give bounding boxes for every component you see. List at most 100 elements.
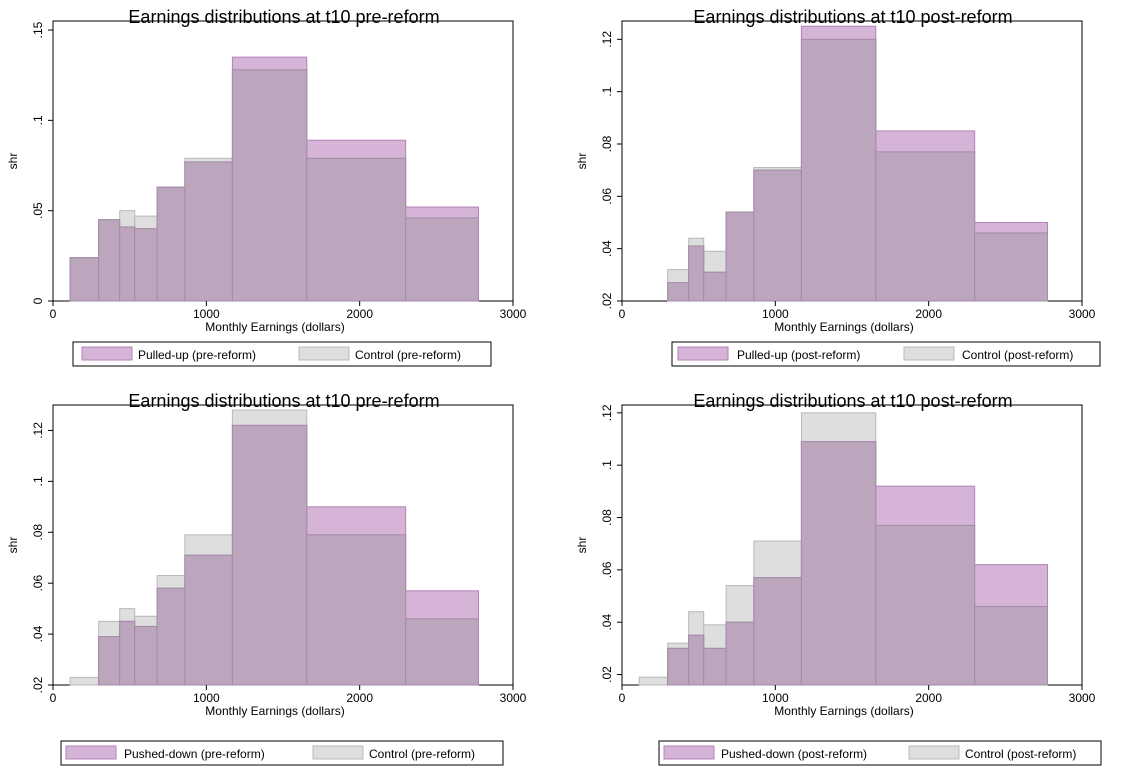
legend-swatch-treatment <box>65 745 117 760</box>
bar-overlap <box>800 441 877 686</box>
x-tick-label: 1000 <box>193 307 220 321</box>
bar-overlap <box>753 169 802 302</box>
y-axis-label: shr <box>6 537 20 554</box>
bar-overlap <box>688 245 705 302</box>
bar-overlap <box>800 38 877 302</box>
x-tick-label: 0 <box>50 691 57 705</box>
y-tick-label: .02 <box>31 676 45 693</box>
bar-overlap <box>156 587 186 686</box>
legend-label-control: Control (post-reform) <box>962 348 1073 362</box>
bar-overlap <box>134 228 158 302</box>
y-tick-label: .12 <box>600 404 614 421</box>
y-tick-label: .1 <box>600 86 614 96</box>
y-tick-label: .1 <box>600 460 614 470</box>
x-tick-label: 3000 <box>500 691 527 705</box>
legend-label-control: Control (pre-reform) <box>369 747 475 761</box>
chart-title: Earnings distributions at t10 post-refor… <box>693 391 1012 411</box>
y-tick-label: .08 <box>600 509 614 526</box>
x-tick-label: 3000 <box>500 307 527 321</box>
bar-overlap <box>875 524 976 686</box>
bar-overlap <box>98 636 121 686</box>
legend-swatch-control <box>312 745 364 760</box>
x-axis-label: Monthly Earnings (dollars) <box>205 320 344 334</box>
y-axis-label: shr <box>575 537 589 554</box>
x-tick-label: 0 <box>50 307 57 321</box>
bar-overlap <box>405 217 479 302</box>
legend: Pushed-down (post-reform) Control (post-r… <box>658 740 1102 766</box>
legend-swatch-treatment <box>663 745 715 760</box>
y-axis-label: shr <box>575 153 589 170</box>
x-tick-label: 0 <box>619 691 626 705</box>
legend-box <box>658 740 1102 766</box>
x-tick-label: 1000 <box>193 691 220 705</box>
x-tick-label: 3000 <box>1069 307 1096 321</box>
y-tick-label: .05 <box>31 202 45 219</box>
bar-overlap <box>306 157 407 302</box>
x-axis-label: Monthly Earnings (dollars) <box>774 320 913 334</box>
legend-box <box>72 341 492 367</box>
y-tick-label: .1 <box>31 476 45 486</box>
y-tick-label: .04 <box>31 625 45 642</box>
legend: Pulled-up (pre-reform) Control (pre-refor… <box>72 341 492 367</box>
bar-overlap <box>667 647 690 686</box>
legend-label-control: Control (pre-reform) <box>355 348 461 362</box>
legend-label-control: Control (post-reform) <box>965 747 1076 761</box>
y-tick-label: .15 <box>31 21 45 38</box>
bar-overlap <box>119 620 136 686</box>
bar-overlap <box>156 186 186 302</box>
y-tick-label: 0 <box>31 297 45 304</box>
bar-overlap <box>119 226 136 302</box>
y-tick-label: .02 <box>600 292 614 309</box>
chart-panel-top-left: Earnings distributions at t10 pre-reform… <box>0 0 568 383</box>
y-tick-label: .06 <box>600 188 614 205</box>
bar-overlap <box>753 577 802 686</box>
bar-overlap <box>231 69 308 302</box>
y-axis-label: shr <box>6 153 20 170</box>
y-tick-label: .08 <box>600 135 614 152</box>
x-tick-label: 1000 <box>762 307 789 321</box>
bar-overlap <box>405 618 479 686</box>
legend-label-treatment: Pushed-down (post-reform) <box>721 747 867 761</box>
y-tick-label: .12 <box>600 31 614 48</box>
x-tick-label: 2000 <box>346 307 373 321</box>
legend-box <box>60 740 504 766</box>
chart-svg: Earnings distributions at t10 pre-reform… <box>6 7 527 367</box>
x-tick-label: 2000 <box>915 691 942 705</box>
chart-panel-bottom-right: Earnings distributions at t10 post-refor… <box>569 384 1137 767</box>
y-tick-label: .06 <box>31 575 45 592</box>
bar-overlap <box>703 647 727 686</box>
bar-control <box>638 676 669 686</box>
chart-title: Earnings distributions at t10 pre-reform <box>128 7 439 27</box>
chart-svg: Earnings distributions at t10 pre-reform… <box>6 391 527 766</box>
x-tick-label: 3000 <box>1069 691 1096 705</box>
chart-title: Earnings distributions at t10 pre-reform <box>128 391 439 411</box>
bar-overlap <box>134 625 158 686</box>
legend-swatch-control <box>903 346 955 361</box>
chart-panel-bottom-left: Earnings distributions at t10 pre-reform… <box>0 384 568 767</box>
bar-overlap <box>98 219 121 302</box>
legend-swatch-control <box>908 745 960 760</box>
legend: Pushed-down (pre-reform) Control (pre-ref… <box>60 740 504 766</box>
bar-overlap <box>184 161 233 302</box>
bar-overlap <box>974 232 1048 302</box>
bar-overlap <box>974 605 1048 686</box>
y-tick-label: .12 <box>31 422 45 439</box>
y-tick-label: .1 <box>31 115 45 125</box>
legend-label-treatment: Pushed-down (pre-reform) <box>124 747 265 761</box>
y-tick-label: .04 <box>600 240 614 257</box>
y-tick-label: .02 <box>600 666 614 683</box>
legend-swatch-treatment <box>81 346 133 361</box>
legend-label-treatment: Pulled-up (pre-reform) <box>138 348 256 362</box>
bar-overlap <box>725 621 755 686</box>
bar-control <box>69 676 100 686</box>
bar-overlap <box>703 271 727 302</box>
chart-svg: Earnings distributions at t10 post-refor… <box>575 391 1102 766</box>
bar-overlap <box>875 151 976 302</box>
x-axis-label: Monthly Earnings (dollars) <box>774 704 913 718</box>
x-tick-label: 1000 <box>762 691 789 705</box>
chart-panel-top-right: Earnings distributions at t10 post-refor… <box>569 0 1137 383</box>
chart-svg: Earnings distributions at t10 post-refor… <box>575 7 1101 367</box>
x-axis-label: Monthly Earnings (dollars) <box>205 704 344 718</box>
legend-swatch-control <box>298 346 350 361</box>
y-tick-label: .04 <box>600 614 614 631</box>
